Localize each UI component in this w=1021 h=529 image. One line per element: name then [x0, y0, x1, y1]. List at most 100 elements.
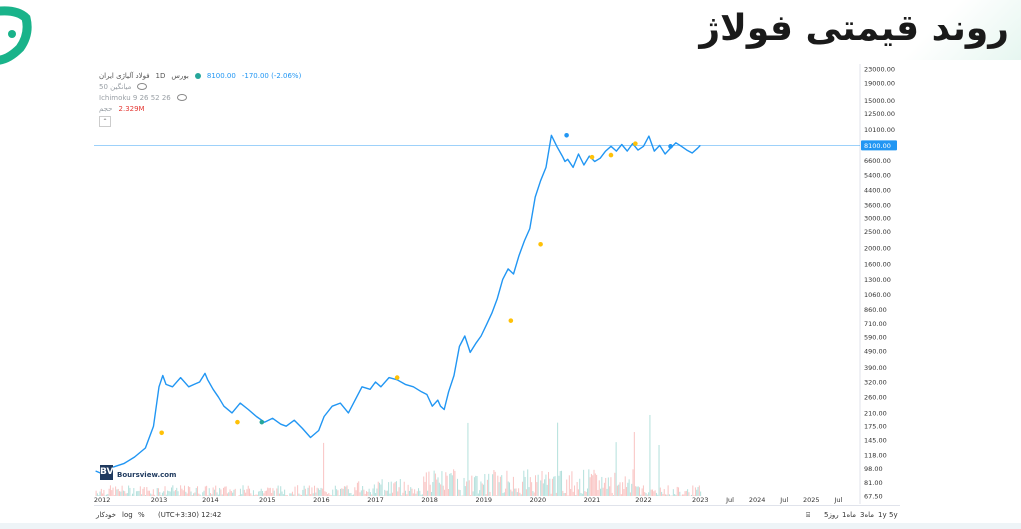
volume-bar — [653, 491, 655, 496]
volume-bar — [657, 494, 659, 496]
volume-bar — [290, 493, 292, 496]
legend-symbol[interactable]: فولاد آلیاژی ایران — [99, 71, 150, 80]
volume-bar — [198, 493, 200, 496]
legend-symbol-row[interactable]: فولاد آلیاژی ایران 1D بورس 8100.00 -170.… — [99, 70, 301, 81]
legend-ma-row[interactable]: میانگین 50 — [99, 81, 301, 92]
volume-bar — [310, 494, 312, 496]
volume-bar — [403, 481, 405, 496]
volume-bar — [485, 494, 487, 496]
signal-marker — [159, 430, 164, 436]
legend-interval[interactable]: 1D — [155, 71, 166, 80]
percent-scale-button[interactable]: % — [138, 511, 145, 519]
volume-bar — [111, 490, 113, 496]
volume-bar — [320, 487, 322, 496]
y-tick-label: 23000.00 — [864, 66, 895, 74]
volume-bar — [340, 488, 342, 496]
volume-bar — [242, 485, 244, 496]
volume-bar — [459, 490, 461, 496]
volume-bar — [693, 495, 695, 496]
volume-bar — [419, 490, 421, 496]
price-chart[interactable]: 23000.00 19000.00 15000.00 12500.00 10100.00… — [94, 64, 900, 522]
volume-bar — [384, 489, 386, 496]
volume-bar — [167, 490, 169, 496]
range-1y-button[interactable]: 1y — [878, 511, 887, 519]
volume-bar — [333, 495, 335, 496]
volume-bar — [323, 442, 325, 496]
volume-bar — [228, 492, 230, 496]
volume-bar — [108, 488, 110, 496]
volume-bar — [497, 475, 499, 496]
log-scale-button[interactable]: log — [122, 511, 133, 519]
eye-icon[interactable] — [137, 83, 148, 90]
volume-bar — [267, 487, 269, 496]
volume-bar — [255, 494, 257, 496]
eye-icon[interactable] — [176, 94, 187, 101]
signal-marker — [235, 419, 240, 425]
volume-bar — [269, 487, 271, 496]
volume-bar — [405, 490, 407, 496]
range-5d-button[interactable]: 5روز — [824, 511, 839, 519]
volume-bar — [360, 490, 362, 496]
legend-volume-row[interactable]: حجم 2.329M — [99, 103, 301, 114]
signal-marker — [508, 318, 514, 323]
volume-bar — [447, 489, 449, 496]
volume-bar — [564, 493, 566, 496]
volume-bar — [381, 479, 383, 496]
volume-bar — [277, 485, 279, 496]
volume-bar — [345, 486, 347, 496]
volume-bar — [301, 494, 303, 496]
volume-bar — [102, 493, 104, 496]
volume-bar — [112, 487, 114, 496]
boursview-logo-icon — [0, 6, 32, 65]
timezone-display[interactable]: (UTC+3:30) 12:42 — [158, 511, 222, 519]
volume-bar — [607, 477, 609, 496]
volume-bar — [415, 493, 417, 496]
collapse-legend-button[interactable]: ⌃ — [99, 116, 111, 127]
signal-marker — [259, 419, 265, 425]
range-3m-button[interactable]: 3ماه — [860, 511, 875, 519]
volume-bar — [606, 488, 608, 496]
y-tick-label: 710.00 — [864, 320, 887, 328]
volume-bar — [672, 489, 674, 496]
volume-bar — [428, 471, 430, 496]
legend-exchange: بورس — [171, 71, 189, 80]
legend-ichimoku-row[interactable]: Ichimoku 9 26 52 26 — [99, 92, 301, 103]
watermark-text: Boursview.com — [117, 471, 177, 479]
volume-bar — [434, 473, 436, 496]
auto-scale-button[interactable]: خودکار — [96, 511, 116, 519]
volume-bar — [516, 492, 518, 496]
volume-bar — [584, 490, 586, 496]
range-5y-button[interactable]: 5y — [889, 511, 898, 519]
volume-bar — [393, 483, 395, 496]
volume-bar — [594, 473, 596, 496]
volume-bar — [252, 490, 254, 496]
volume-bar — [502, 493, 504, 496]
volume-bar — [671, 495, 673, 496]
volume-bar — [346, 485, 348, 496]
volume-bar — [648, 492, 650, 496]
volume-bar — [180, 485, 182, 496]
volume-bar — [294, 486, 296, 496]
volume-bar — [493, 470, 495, 496]
volume-bar — [147, 490, 149, 496]
volume-bar — [349, 493, 351, 496]
volume-bar — [622, 482, 624, 496]
y-tick-label: 6600.00 — [864, 157, 891, 165]
chart-area[interactable]: 23000.00 19000.00 15000.00 12500.00 10100.00… — [94, 64, 900, 522]
volume-bar — [399, 479, 401, 496]
range-1m-button[interactable]: 1ماه — [842, 511, 857, 519]
volume-bar — [364, 493, 366, 496]
volume-bar — [442, 485, 444, 496]
volume-bar — [691, 494, 693, 496]
legend-change: -170.00 (-2.06%) — [241, 71, 302, 80]
volume-bar — [531, 482, 533, 496]
volume-bar — [629, 492, 631, 496]
volume-bar — [321, 488, 323, 496]
volume-bar — [356, 482, 358, 496]
date-range-icon[interactable]: ⌸ — [806, 511, 811, 519]
x-tick-label: Jul — [779, 496, 788, 504]
volume-bar — [141, 494, 143, 496]
volume-bar — [577, 489, 579, 496]
y-tick-label: 175.00 — [864, 423, 887, 431]
volume-bar — [605, 477, 607, 496]
